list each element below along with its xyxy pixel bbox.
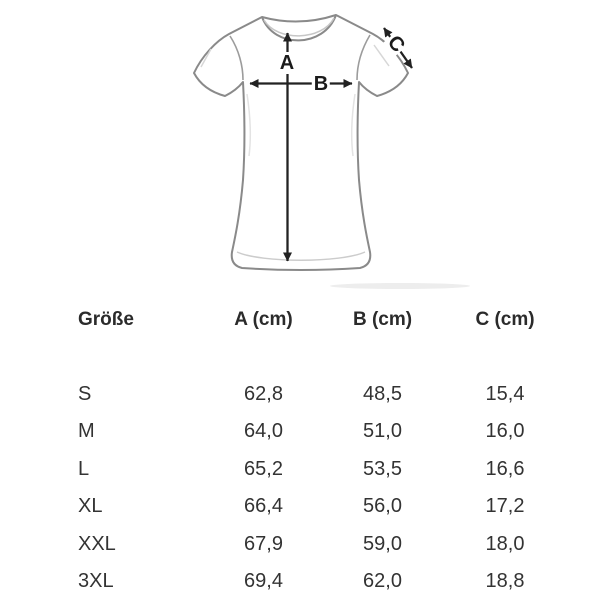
header-b-cm: B (cm) bbox=[352, 309, 413, 330]
cell-a: 69,4 bbox=[244, 570, 283, 592]
cell-b: 59,0 bbox=[363, 533, 402, 555]
cell-c: 15,4 bbox=[485, 383, 525, 405]
cell-a: 62,8 bbox=[244, 383, 283, 405]
cell-b: 62,0 bbox=[363, 570, 402, 592]
cell-b: 48,5 bbox=[363, 383, 402, 405]
cell-b: 51,0 bbox=[363, 420, 402, 442]
table-row: L 65,2 53,5 16,6 bbox=[78, 457, 587, 481]
cell-size: 3XL bbox=[78, 570, 114, 592]
cell-size: XL bbox=[78, 495, 103, 517]
cell-a: 67,9 bbox=[244, 533, 283, 555]
measure-label-a: A bbox=[277, 52, 297, 74]
body-fold-right bbox=[350, 93, 356, 157]
cell-c: 18,8 bbox=[485, 570, 525, 592]
cell-c: 18,0 bbox=[485, 533, 525, 555]
table-row: M 64,0 51,0 16,0 bbox=[78, 419, 587, 443]
collar-band bbox=[261, 14, 337, 42]
measure-label-b: B bbox=[311, 73, 331, 95]
cell-b: 53,5 bbox=[363, 458, 402, 480]
cell-c: 16,0 bbox=[485, 420, 525, 442]
table-row: 3XL 69,4 62,0 18,8 bbox=[78, 569, 587, 593]
cell-size: XXL bbox=[78, 533, 116, 555]
armhole-seam-right bbox=[356, 34, 371, 81]
header-size: Größe bbox=[78, 309, 134, 330]
table-row: XXL 67,9 59,0 18,0 bbox=[78, 532, 587, 556]
sleeve-fold-left bbox=[200, 48, 212, 68]
cell-size: S bbox=[78, 383, 92, 405]
cell-a: 66,4 bbox=[244, 495, 283, 517]
header-a-cm: A (cm) bbox=[234, 309, 293, 330]
cell-b: 56,0 bbox=[363, 495, 402, 517]
cell-c: 17,2 bbox=[485, 495, 525, 517]
armhole-seam-left bbox=[229, 35, 244, 81]
cell-c: 16,6 bbox=[485, 458, 525, 480]
tshirt-outline-graphic bbox=[193, 14, 470, 289]
cell-a: 64,0 bbox=[244, 420, 283, 442]
tshirt-shadow bbox=[330, 283, 470, 289]
cell-size: L bbox=[78, 458, 90, 480]
table-row: XL 66,4 56,0 17,2 bbox=[78, 494, 587, 518]
cell-a: 65,2 bbox=[244, 458, 283, 480]
table-row: S 62,8 48,5 15,4 bbox=[78, 382, 587, 406]
body-fold-left bbox=[246, 93, 252, 157]
size-table-header-row: Größe A (cm) B (cm) C (cm) bbox=[78, 308, 587, 332]
tshirt-measurement-diagram: A B C bbox=[193, 14, 470, 289]
hem-stitch-line bbox=[236, 251, 366, 261]
collar-inner-line bbox=[263, 17, 335, 37]
tshirt-outline bbox=[193, 14, 409, 271]
cell-size: M bbox=[78, 420, 95, 442]
header-c-cm: C (cm) bbox=[475, 309, 535, 330]
